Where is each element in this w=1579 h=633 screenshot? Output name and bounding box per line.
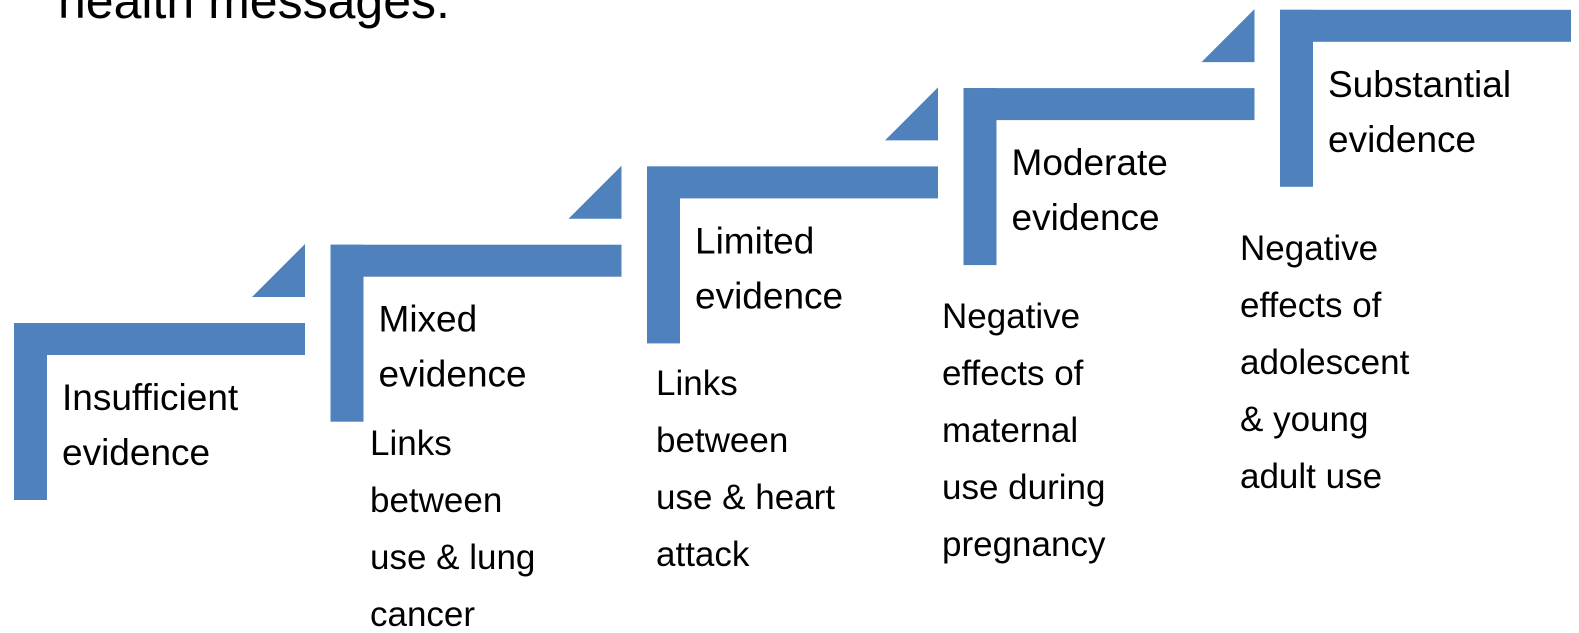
step-horizontal <box>330 244 622 277</box>
step-vertical <box>14 323 47 500</box>
step-description: & young <box>1240 400 1368 439</box>
step-description: Negative <box>942 297 1080 336</box>
step-label: evidence <box>1012 197 1160 238</box>
step-arrow <box>1201 9 1255 63</box>
step-vertical <box>647 166 680 344</box>
step-description: pregnancy <box>942 525 1106 564</box>
step-description: adult use <box>1240 457 1382 496</box>
step-arrow <box>885 87 938 141</box>
step-description: use & heart <box>656 478 835 517</box>
step-description: effects of <box>1240 286 1382 325</box>
step-description: use during <box>942 468 1105 507</box>
step-description: maternal <box>942 411 1078 450</box>
step-description: Negative <box>1240 229 1378 268</box>
step-vertical <box>963 88 997 266</box>
step-description: Links <box>656 364 738 403</box>
step-label: evidence <box>62 432 210 473</box>
step-description: cancer <box>370 595 475 633</box>
step-description: use & lung <box>370 538 535 577</box>
step-label: Limited <box>695 220 814 261</box>
step-arrow <box>252 244 305 297</box>
step-description: effects of <box>942 354 1084 393</box>
step-horizontal <box>1280 9 1571 42</box>
step-horizontal <box>647 166 938 199</box>
step-description: between <box>370 481 502 520</box>
step-description: attack <box>656 535 750 574</box>
step-label: Mixed <box>379 299 478 340</box>
step-vertical <box>1280 9 1313 187</box>
step-label: evidence <box>1328 119 1476 160</box>
step-description: Links <box>370 424 452 463</box>
title: health messages: <box>58 0 450 29</box>
step-vertical <box>330 244 364 422</box>
step-arrow <box>568 165 622 219</box>
step-label: Insufficient <box>62 377 239 418</box>
step-description: adolescent <box>1240 343 1410 382</box>
step-horizontal <box>14 323 305 355</box>
step-label: evidence <box>379 354 527 395</box>
step-label: Substantial <box>1328 64 1511 105</box>
step-horizontal <box>963 88 1255 121</box>
step-label: evidence <box>695 275 843 316</box>
step-label: Moderate <box>1012 142 1168 183</box>
step-description: between <box>656 421 788 460</box>
